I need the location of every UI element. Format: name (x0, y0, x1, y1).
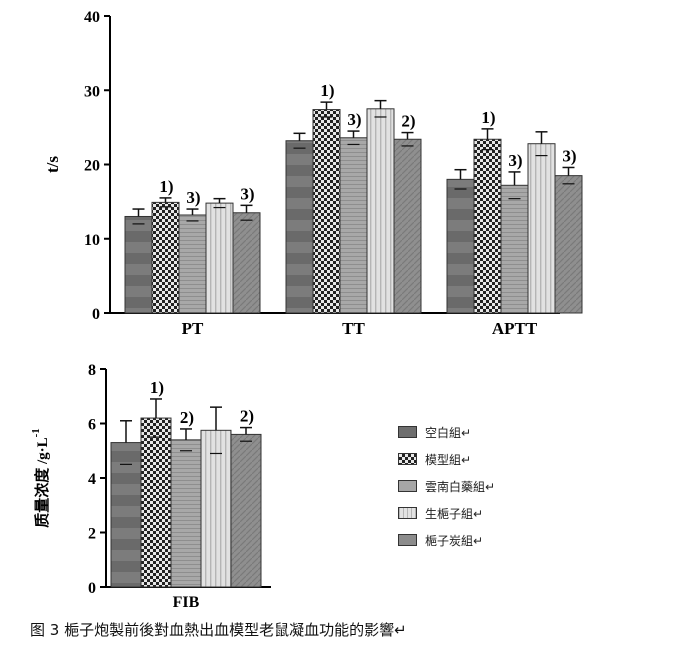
legend-swatch-raw (398, 507, 417, 519)
bar-raw (205, 202, 234, 314)
bar-yunnan (178, 214, 207, 314)
bar-charcoal (232, 212, 261, 314)
y-tick-label: 40 (84, 9, 100, 26)
category-label: PT (182, 319, 204, 338)
significance-label: 2) (180, 408, 194, 427)
y-tick-label: 2 (88, 526, 96, 543)
y-tick-label: 8 (88, 362, 96, 379)
legend-label: 雲南白藥組↵ (425, 479, 496, 494)
bar-yunnan (170, 439, 202, 588)
legend-label: 生梔子組↵ (425, 506, 484, 521)
bar-model (151, 201, 180, 314)
bar-yunnan (339, 137, 368, 314)
y-tick-label: 0 (88, 580, 96, 597)
bar-charcoal (554, 175, 583, 314)
legend-swatch-model (398, 453, 417, 465)
bar-blank (110, 442, 142, 588)
legend-swatch-blank (398, 426, 417, 438)
legend-swatch-yunnan (398, 480, 417, 492)
bar-charcoal (393, 138, 422, 314)
bar-blank (446, 178, 475, 314)
y-tick-label: 10 (84, 232, 100, 249)
legend-item-charcoal: 梔子炭組↵ (398, 530, 483, 550)
significance-label: 3) (240, 184, 254, 203)
legend-item-model: 模型組↵ (398, 449, 471, 469)
legend-item-raw: 生梔子組↵ (398, 503, 483, 523)
y-tick-label: 0 (92, 306, 100, 323)
y-tick-label: 20 (84, 158, 100, 175)
bar-model (312, 109, 341, 314)
significance-label: 3) (186, 188, 200, 207)
significance-label: 3) (347, 110, 361, 129)
significance-label: 1) (150, 378, 164, 397)
bar-blank (285, 140, 314, 314)
y-tick-label: 6 (88, 417, 96, 434)
bar-charcoal (230, 433, 262, 588)
fibrinogen-chart: 0 2 4 6 8 质量浓度 /g·L-1 1) 2) 2) FIB (30, 362, 271, 611)
legend-label: 梔子炭組↵ (425, 533, 484, 548)
bar-model (473, 138, 502, 314)
coagulation-time-chart: 0 10 20 30 40 t/s 1) 3) 3) PT 1) 3) 2) TT 1) 3) 3) APTT (43, 9, 583, 338)
bar-blank (124, 215, 153, 314)
significance-label: 1) (320, 81, 334, 100)
category-label: FIB (173, 594, 200, 611)
y-tick-label: 4 (88, 471, 96, 488)
bar-raw (200, 429, 232, 588)
legend-swatch-charcoal (398, 534, 417, 546)
legend-label: 空白組↵ (425, 425, 472, 440)
significance-label: 3) (508, 151, 522, 170)
category-label: TT (342, 319, 365, 338)
significance-label: 1) (159, 177, 173, 196)
legend-label: 模型組↵ (425, 452, 472, 467)
y-axis-label: 质量浓度 /g·L-1 (30, 428, 51, 528)
significance-label: 2) (240, 407, 254, 426)
legend-item-blank: 空白組↵ (398, 422, 471, 442)
y-tick-label: 30 (84, 83, 100, 100)
bar-yunnan (500, 184, 529, 314)
category-label: APTT (492, 319, 538, 338)
y-axis-label: t/s (43, 156, 62, 173)
bar-raw (366, 108, 395, 314)
significance-label: 1) (481, 108, 495, 127)
bar-raw (527, 143, 556, 314)
significance-label: 2) (401, 112, 415, 131)
legend-item-yunnan: 雲南白藥組↵ (398, 476, 495, 496)
bar-model (140, 417, 172, 588)
significance-label: 3) (562, 146, 576, 165)
figure-caption: 图 3 梔子炮製前後對血熱出血模型老鼠凝血功能的影響↵ (30, 621, 407, 639)
